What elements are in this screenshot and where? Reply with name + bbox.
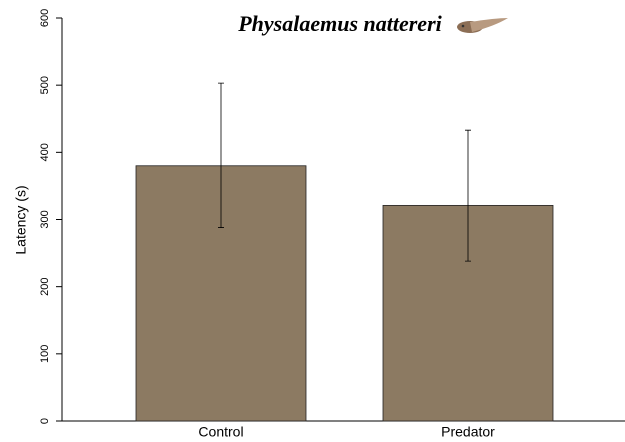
chart: Physalaemus nattereri Latency (s) 0 100 20… xyxy=(0,0,625,442)
y-tick-label: 500 xyxy=(39,76,51,94)
y-tick-label: 400 xyxy=(39,143,51,161)
y-tick-label: 200 xyxy=(39,277,51,295)
chart-title: Physalaemus nattereri xyxy=(237,11,442,36)
y-tick-label: 300 xyxy=(39,210,51,228)
x-tick-label: Control xyxy=(198,424,243,440)
y-axis-label: Latency (s) xyxy=(13,185,29,254)
y-tick-label: 600 xyxy=(39,9,51,27)
tadpole-icon xyxy=(457,18,508,33)
x-tick-label: Predator xyxy=(441,424,495,440)
y-tick-label: 0 xyxy=(39,418,51,424)
y-tick-label: 100 xyxy=(39,345,51,363)
